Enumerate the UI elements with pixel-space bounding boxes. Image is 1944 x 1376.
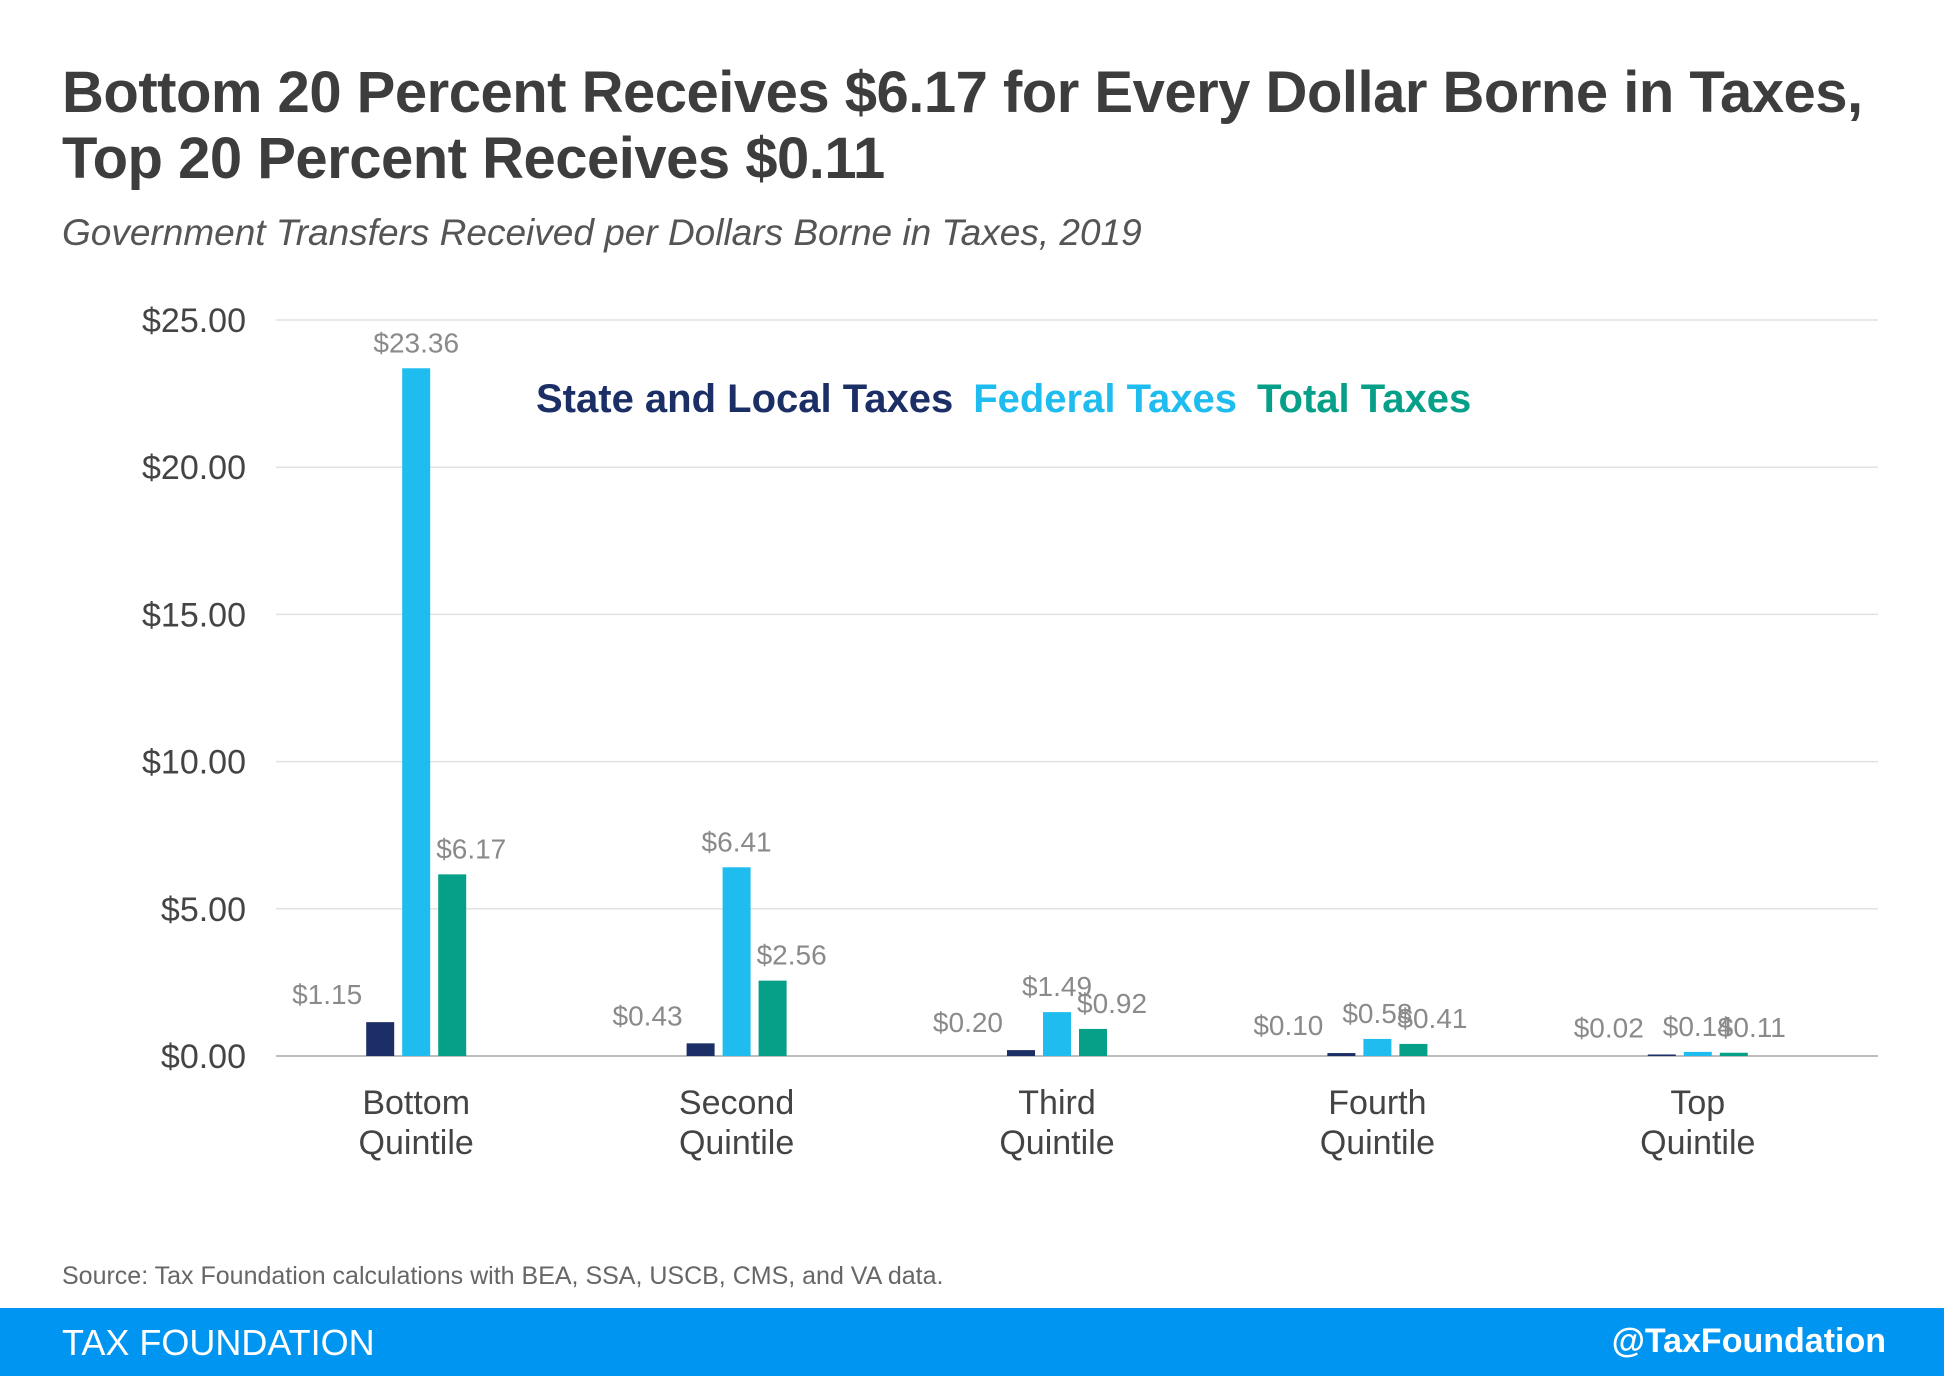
category-label: Quintile <box>999 1124 1114 1162</box>
footer-bar: TAX FOUNDATION @TaxFoundation <box>0 1308 1944 1376</box>
legend-entry: Total Taxes <box>1257 377 1471 421</box>
data-label: $0.20 <box>933 1007 1003 1038</box>
y-tick-label: $0.00 <box>161 1038 246 1076</box>
bar <box>1043 1012 1071 1056</box>
data-label: $0.14 <box>1663 1011 1733 1042</box>
bar-chart: $0.00 $5.00 $10.00 $15.00 $20.00 $25.00 $1.15 $… <box>142 302 1878 1162</box>
bar <box>758 980 787 1056</box>
category-label: Top <box>1670 1084 1725 1122</box>
social-handle: @TaxFoundation <box>1611 1322 1886 1360</box>
y-tick-label: $25.00 <box>142 302 246 340</box>
bar <box>1327 1053 1356 1056</box>
data-label: $1.15 <box>292 979 362 1010</box>
bar <box>1363 1038 1392 1056</box>
data-label: $0.11 <box>1718 1012 1786 1043</box>
category-label: Third <box>1018 1084 1095 1122</box>
bar <box>686 1043 715 1056</box>
bar <box>1007 1050 1035 1056</box>
bar <box>1399 1043 1428 1056</box>
y-tick-label: $15.00 <box>142 596 246 634</box>
bar <box>1719 1052 1748 1056</box>
bar <box>722 867 751 1056</box>
legend-entry: Federal Taxes <box>973 377 1237 421</box>
category-label: Quintile <box>1640 1124 1755 1162</box>
category-label: Quintile <box>359 1124 474 1162</box>
bar <box>1079 1028 1107 1056</box>
bar <box>366 1022 395 1056</box>
data-label: $0.58 <box>1342 998 1412 1029</box>
y-tick-label: $5.00 <box>161 891 246 929</box>
data-label: $6.17 <box>436 833 506 864</box>
category-label: Quintile <box>679 1124 794 1162</box>
data-label: $6.41 <box>702 826 772 857</box>
bar <box>402 368 431 1056</box>
legend-entry: State and Local Taxes <box>536 377 953 421</box>
y-tick-label: $10.00 <box>142 744 246 782</box>
bar <box>1647 1054 1676 1056</box>
category-label: Second <box>679 1084 794 1122</box>
chart-title: Bottom 20 Percent Receives $6.17 for Eve… <box>62 60 1863 191</box>
y-tick-label: $20.00 <box>142 449 246 487</box>
chart-subtitle: Government Transfers Received per Dollar… <box>62 212 1142 253</box>
data-label: $1.49 <box>1022 971 1092 1002</box>
bar <box>1683 1051 1712 1056</box>
category-label: Quintile <box>1320 1124 1435 1162</box>
category-label: Bottom <box>362 1084 470 1122</box>
data-label: $2.56 <box>757 940 827 971</box>
data-label: $0.43 <box>613 1000 683 1031</box>
data-label: $23.36 <box>373 327 459 358</box>
data-label: $0.41 <box>1397 1003 1467 1034</box>
category-label: Fourth <box>1328 1084 1426 1122</box>
bar <box>438 874 467 1056</box>
source-note: Source: Tax Foundation calculations with… <box>62 1262 944 1290</box>
data-label: $0.10 <box>1253 1010 1323 1041</box>
data-label: $0.02 <box>1574 1012 1644 1043</box>
brand-name: TAX FOUNDATION <box>62 1322 375 1363</box>
data-label: $0.92 <box>1077 988 1147 1019</box>
